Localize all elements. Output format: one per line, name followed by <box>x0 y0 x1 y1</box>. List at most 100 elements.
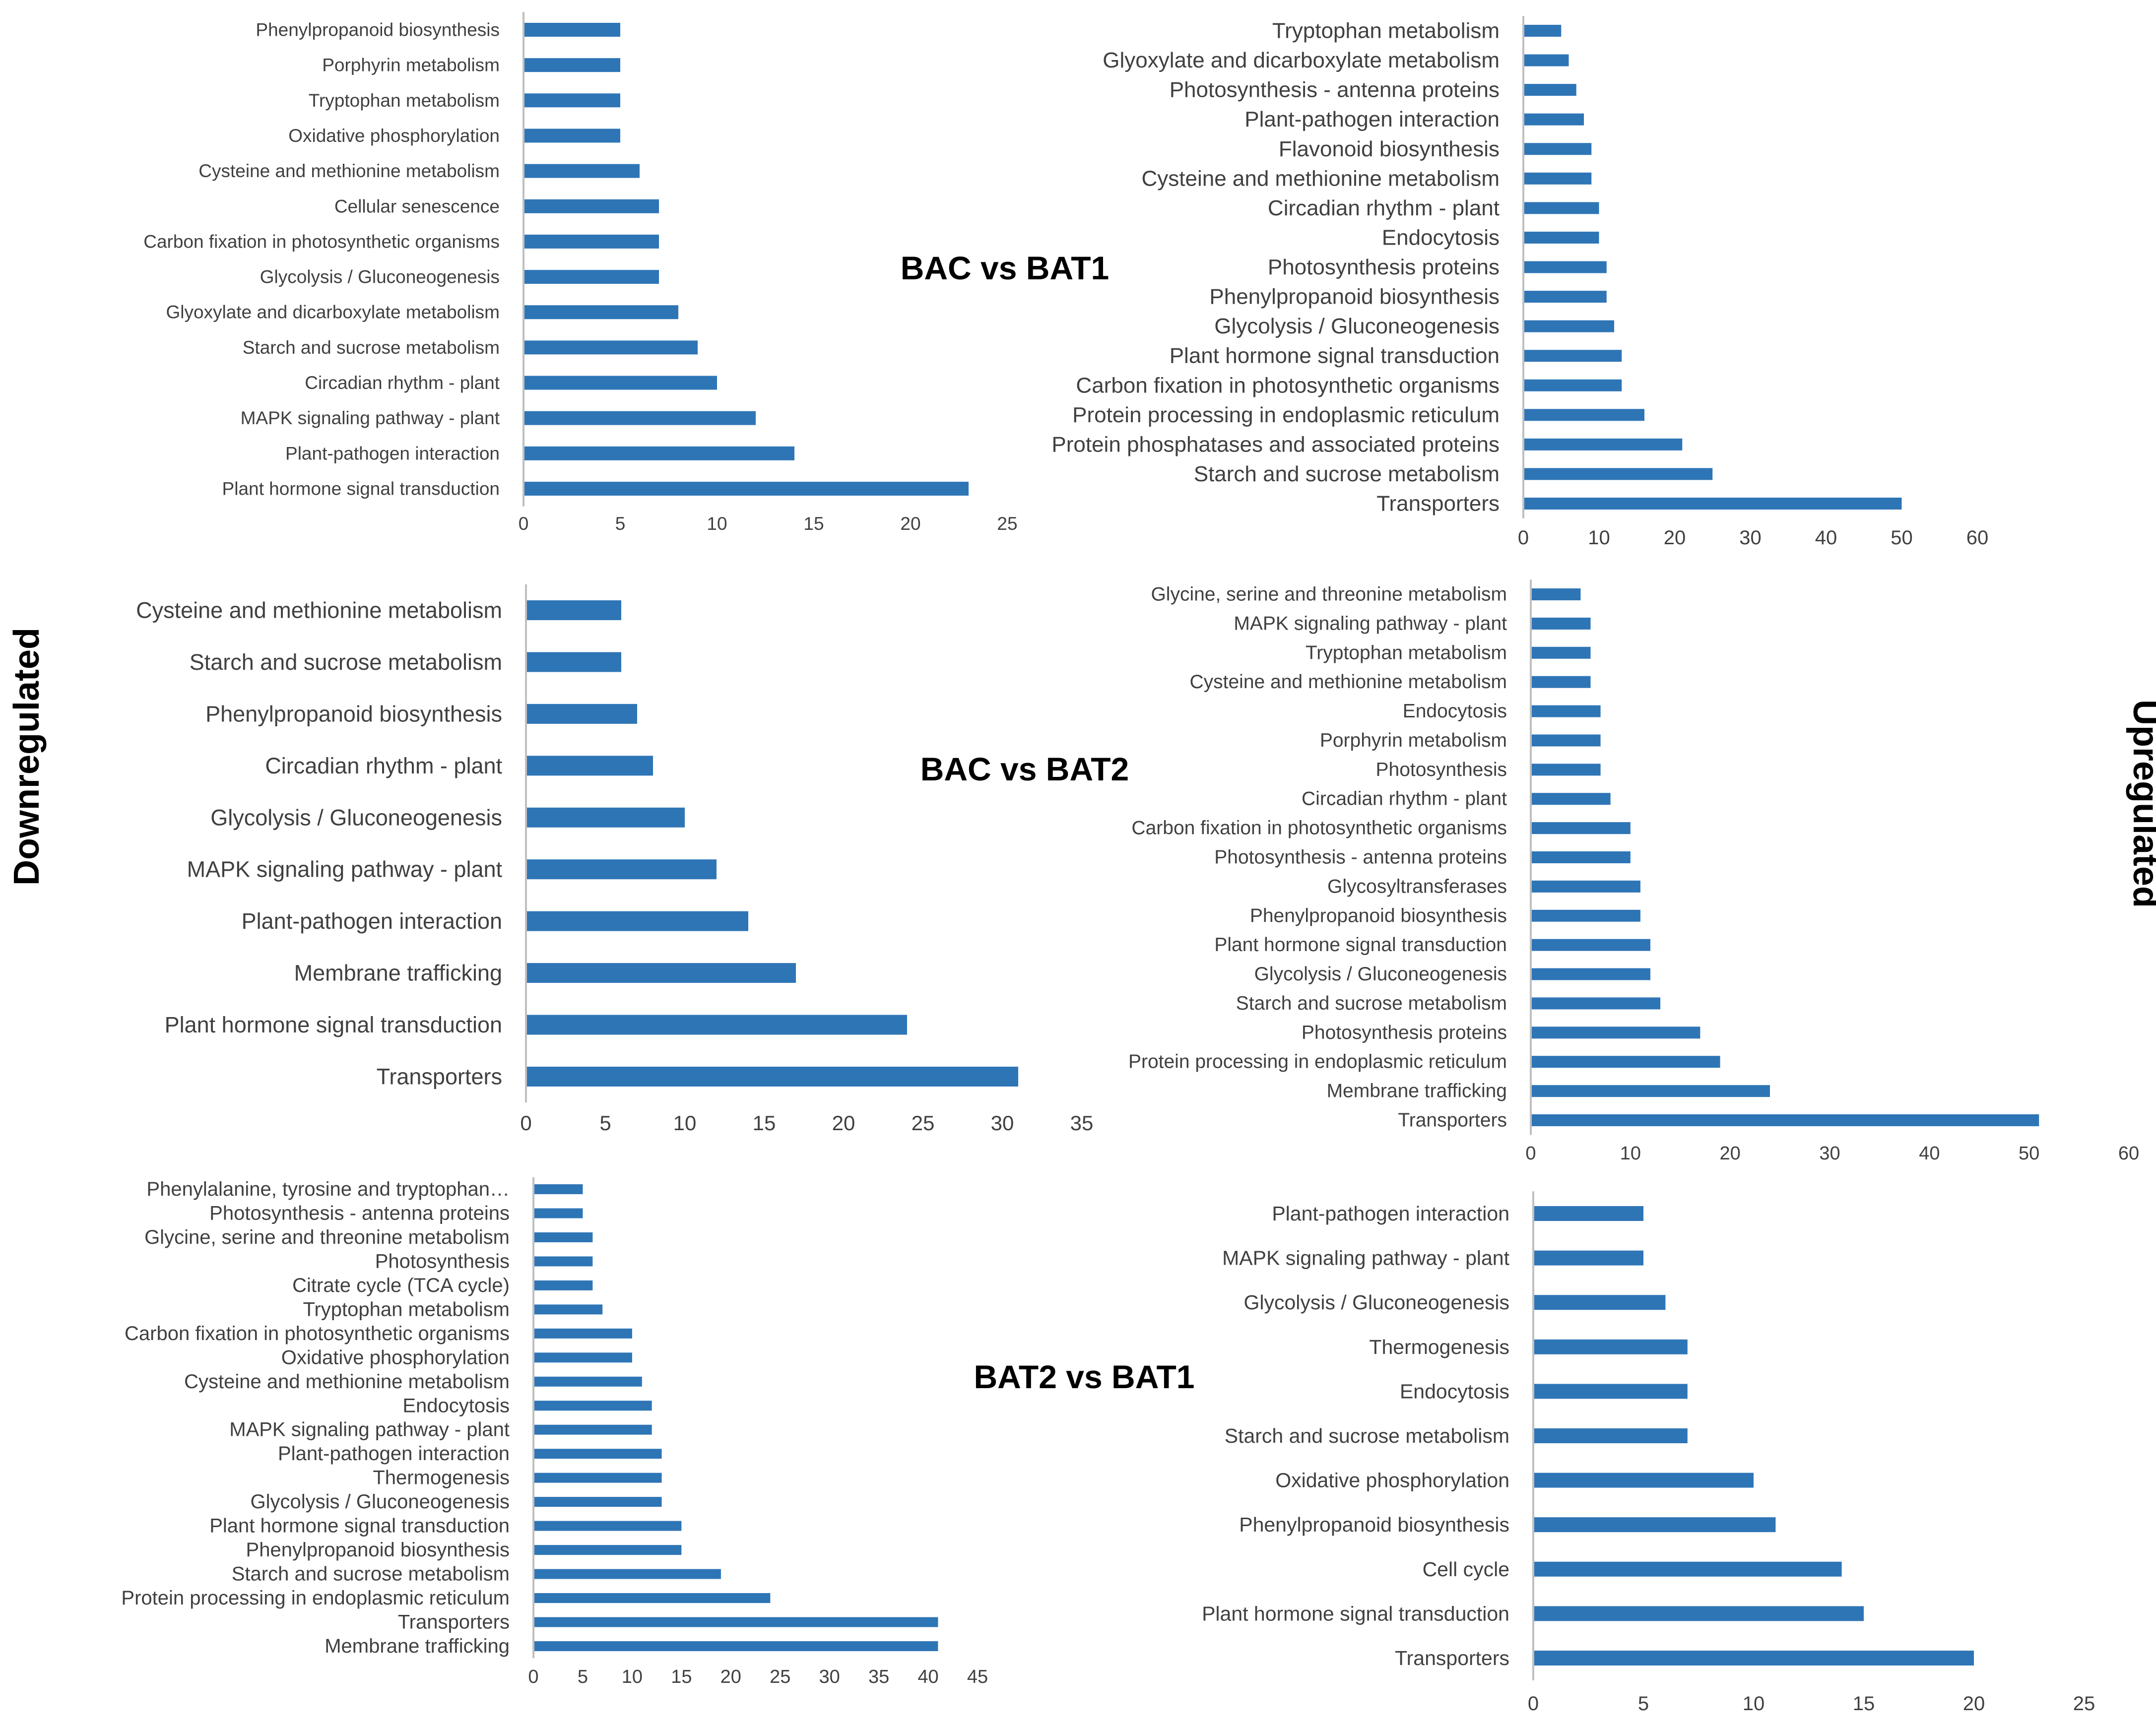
bar <box>1532 822 1631 834</box>
x-tick-label: 5 <box>615 513 626 534</box>
x-tick-label: 35 <box>1070 1111 1094 1135</box>
x-tick-label: 15 <box>803 513 824 534</box>
x-tick-label: 20 <box>1720 1143 1741 1164</box>
x-tick-label: 25 <box>2073 1693 2095 1715</box>
category-label: Thermogenesis <box>373 1467 510 1489</box>
category-label: Tryptophan metabolism <box>1306 642 1507 663</box>
category-label: Citrate cycle (TCA cycle) <box>292 1275 510 1296</box>
bar <box>1532 939 1650 951</box>
x-tick-label: 5 <box>599 1111 611 1135</box>
category-label: Cellular senescence <box>334 196 500 216</box>
x-tick-label: 30 <box>991 1111 1014 1135</box>
category-label: Circadian rhythm - plant <box>305 373 500 393</box>
bar <box>1532 997 1661 1010</box>
category-label: MAPK signaling pathway - plant <box>187 857 503 882</box>
bar <box>1534 1206 1643 1221</box>
category-label: Oxidative phosphorylation <box>288 126 500 146</box>
x-tick-label: 10 <box>1743 1693 1765 1715</box>
bar <box>524 482 969 496</box>
chart-bac-bat2-downregulated: Cysteine and methionine metabolism Starch… <box>136 584 1129 1135</box>
bar <box>1534 1517 1776 1533</box>
category-label: Cysteine and methionine metabolism <box>184 1371 510 1393</box>
x-tick-label: 25 <box>770 1666 790 1687</box>
category-label: Endocytosis <box>1403 701 1507 722</box>
category-label: Protein processing in endoplasmic reticu… <box>1128 1051 1507 1073</box>
category-label: Plant-pathogen interaction <box>242 908 502 934</box>
bar <box>524 199 659 213</box>
x-tick-label: 30 <box>819 1666 840 1687</box>
x-tick-label: 0 <box>1518 527 1529 549</box>
category-label: Phenylpropanoid biosynthesis <box>246 1539 510 1561</box>
bar <box>1532 588 1581 600</box>
bar <box>534 1569 721 1579</box>
bar <box>1524 113 1584 126</box>
category-label: Starch and sucrose metabolism <box>232 1563 510 1585</box>
chart-bac-bat2-upregulated: Glycine, serine and threonine metabolism… <box>1128 579 2139 1164</box>
bar <box>1534 1250 1643 1266</box>
x-tick-label: 60 <box>2118 1143 2139 1164</box>
bar <box>1524 231 1599 244</box>
bar <box>527 963 796 983</box>
chart-title: BAC vs BAT2 <box>920 751 1129 787</box>
bar <box>1524 172 1592 185</box>
bar <box>1534 1339 1688 1354</box>
bar <box>1524 291 1607 303</box>
bar <box>1532 676 1591 688</box>
bar <box>1524 202 1599 214</box>
chart-bac-bat1-upregulated: Tryptophan metabolism Glyoxylate and dica… <box>1051 16 1988 549</box>
bar <box>1532 1056 1720 1068</box>
bar <box>1532 734 1601 747</box>
category-label: Plant hormone signal transduction <box>1202 1602 1509 1625</box>
category-label: Circadian rhythm - plant <box>1268 196 1500 220</box>
x-tick-label: 50 <box>2019 1143 2039 1164</box>
bar <box>534 1497 662 1507</box>
bar <box>1524 468 1713 480</box>
bar <box>1534 1473 1754 1488</box>
category-label: Glycine, serine and threonine metabolism <box>144 1226 510 1248</box>
x-tick-label: 15 <box>671 1666 692 1687</box>
bar <box>1532 968 1650 980</box>
x-tick-label: 5 <box>1638 1693 1649 1715</box>
bar <box>524 376 717 390</box>
category-label: Plant-pathogen interaction <box>278 1443 510 1465</box>
bar <box>1532 909 1640 922</box>
x-tick-label: 0 <box>528 1666 538 1687</box>
x-tick-label: 10 <box>1620 1143 1641 1164</box>
bar <box>524 58 620 72</box>
chart-title: BAC vs BAT1 <box>901 250 1110 286</box>
bar <box>534 1376 642 1387</box>
bar <box>1524 261 1607 273</box>
category-label: Thermogenesis <box>1369 1336 1509 1358</box>
bar <box>534 1208 583 1218</box>
bar <box>1524 84 1576 96</box>
category-label: Tryptophan metabolism <box>1272 19 1500 43</box>
bar <box>1534 1561 1842 1577</box>
x-tick-label: 5 <box>578 1666 588 1687</box>
chart-bac-bat1-downregulated: Phenylpropanoid biosynthesis Porphyrin me… <box>143 12 1109 534</box>
bar <box>1534 1295 1666 1310</box>
category-label: Glycolysis / Gluconeogenesis <box>1254 963 1507 985</box>
bar <box>534 1256 593 1267</box>
x-tick-label: 15 <box>1853 1693 1875 1715</box>
bar <box>534 1352 632 1363</box>
category-label: Starch and sucrose metabolism <box>190 649 502 675</box>
x-tick-label: 0 <box>1528 1693 1539 1715</box>
bar <box>1524 350 1622 362</box>
bar <box>1532 764 1601 776</box>
bar <box>524 164 640 178</box>
bar <box>1532 880 1640 893</box>
bar <box>534 1304 603 1315</box>
bar <box>1524 438 1683 450</box>
bar <box>1524 54 1569 66</box>
category-label: Photosynthesis - antenna proteins <box>1214 847 1507 868</box>
category-label: Plant hormone signal transduction <box>1170 344 1500 368</box>
category-label: Plant-pathogen interaction <box>1244 107 1500 131</box>
x-tick-label: 25 <box>997 513 1017 534</box>
category-label: Carbon fixation in photosynthetic organi… <box>1076 373 1500 397</box>
category-label: Photosynthesis - antenna proteins <box>1170 78 1500 102</box>
bar <box>1524 379 1622 391</box>
category-label: Phenylpropanoid biosynthesis <box>205 701 502 726</box>
bar <box>1532 617 1591 630</box>
category-label: Porphyrin metabolism <box>322 55 500 75</box>
bar <box>527 756 653 776</box>
